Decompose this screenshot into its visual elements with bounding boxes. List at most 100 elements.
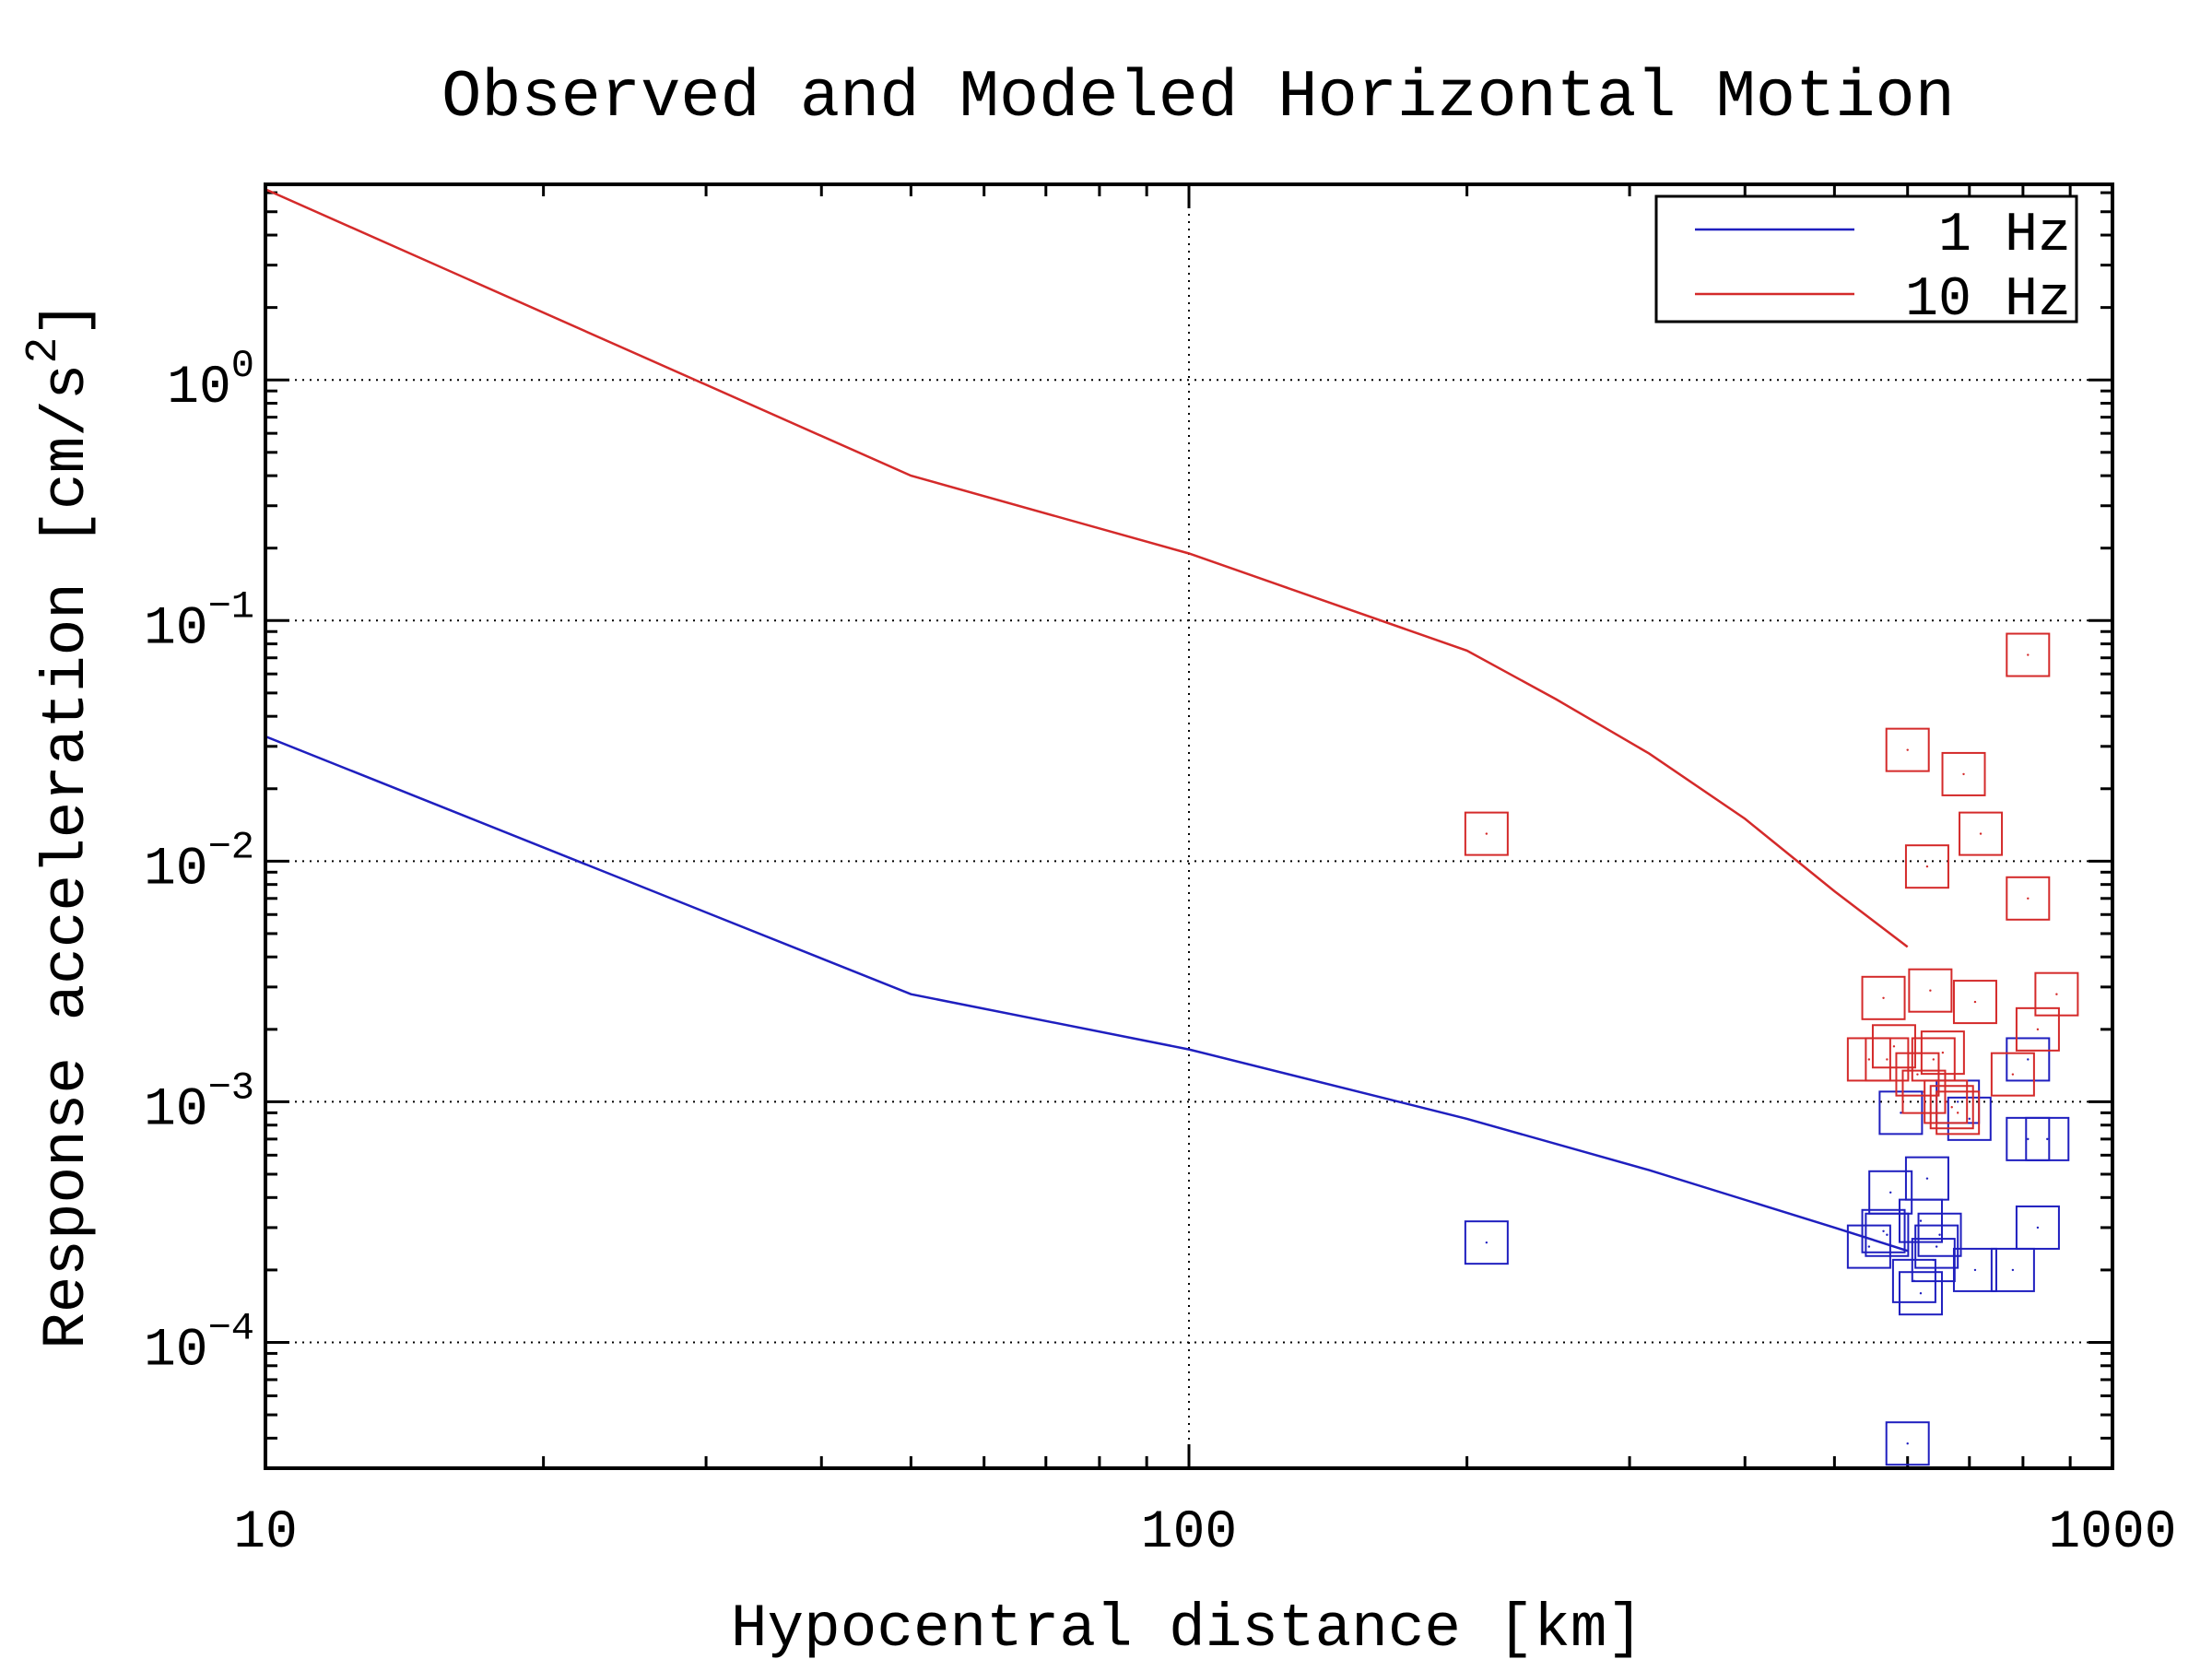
observed-point-center-10-hz	[1941, 1051, 1945, 1054]
model-line-1-hz	[265, 735, 1909, 1253]
observed-point-1-hz	[1846, 1224, 1891, 1269]
observed-point-center-1-hz	[1906, 1441, 1909, 1445]
observed-point-center-10-hz	[1906, 748, 1909, 751]
legend-label-10-hz: 10 Hz	[1905, 269, 2071, 332]
observed-point-center-10-hz	[1867, 1058, 1871, 1061]
model-line-10-hz	[265, 188, 1909, 948]
observed-point-1-hz	[1885, 1421, 1930, 1466]
observed-point-1-hz	[1914, 1224, 1959, 1269]
observed-point-10-hz	[1941, 751, 1986, 796]
observed-point-center-1-hz	[2036, 1226, 2040, 1230]
y-axis-label-superscript: 2	[19, 337, 69, 364]
model-lines	[265, 188, 1909, 1253]
y-tick-label-exponent: −4	[208, 1306, 254, 1350]
observed-point-center-1-hz	[2011, 1268, 2015, 1272]
observed-point-center-10-hz	[1892, 1045, 1896, 1048]
observed-point-10-hz	[2006, 876, 2051, 921]
observed-point-center-1-hz	[1867, 1245, 1871, 1248]
observed-point-1-hz	[2025, 1116, 2070, 1161]
observed-point-10-hz	[1959, 811, 2004, 856]
plot-frame	[264, 182, 2114, 1470]
y-tick-label: 100	[167, 344, 254, 418]
observed-point-center-1-hz	[1925, 1177, 1929, 1180]
observed-point-1-hz	[1952, 1247, 1997, 1292]
y-tick-label-base: 10	[144, 599, 208, 659]
observed-point-10-hz	[2006, 632, 2051, 677]
observed-point-center-10-hz	[1925, 865, 1929, 868]
observed-point-10-hz	[1464, 811, 1509, 856]
observed-point-1-hz	[1917, 1212, 1962, 1257]
observed-point-center-1-hz	[2046, 1137, 2049, 1141]
observed-point-center-1-hz	[1938, 1233, 1941, 1236]
x-axis-label: Hypocentral distance [km]	[731, 1594, 1643, 1659]
x-tick-label: 100	[1141, 1503, 1237, 1563]
legend-box	[1654, 194, 2078, 324]
observed-point-center-1-hz	[1932, 1258, 1935, 1262]
observed-point-10-hz	[1904, 844, 1949, 889]
observed-point-center-1-hz	[1935, 1245, 1938, 1248]
observed-point-center-1-hz	[2027, 1137, 2030, 1141]
observed-point-center-10-hz	[1979, 832, 1983, 835]
observed-point-center-10-hz	[2011, 1073, 2015, 1076]
observed-point-1-hz	[1990, 1247, 2035, 1292]
plot-content	[265, 188, 2079, 1466]
observed-point-center-10-hz	[2027, 897, 2030, 900]
observed-point-center-10-hz	[1932, 1058, 1935, 1061]
x-tick-label: 1000	[2048, 1503, 2176, 1563]
y-tick-label-base: 10	[144, 1080, 208, 1140]
y-tick-label-exponent: −1	[208, 584, 254, 629]
y-tick-label: 10−4	[144, 1306, 254, 1381]
observed-point-center-1-hz	[1900, 1112, 1902, 1114]
observed-point-center-10-hz	[2055, 993, 2058, 995]
y-axis-label: Response acceleration [cm/s2]	[19, 300, 101, 1349]
observed-point-center-1-hz	[1485, 1241, 1488, 1244]
observed-point-1-hz	[1904, 1156, 1949, 1201]
observed-point-1-hz	[1868, 1170, 1913, 1215]
y-axis-label-main: Response acceleration [cm/s	[32, 364, 101, 1349]
grid-lines	[265, 184, 2112, 1468]
observed-point-10-hz	[1929, 1085, 1974, 1130]
observed-point-center-1-hz	[1973, 1268, 1977, 1272]
observed-point-1-hz	[2015, 1205, 2060, 1250]
x-tick-label: 10	[233, 1503, 298, 1563]
observed-point-10-hz	[2034, 971, 2079, 1017]
observed-point-center-10-hz	[2027, 653, 2030, 656]
observed-point-10-hz	[1871, 1024, 1916, 1069]
observed-point-10-hz	[1861, 975, 1906, 1020]
observed-point-center-10-hz	[2036, 1028, 2040, 1031]
observed-point-center-1-hz	[1888, 1191, 1892, 1194]
observed-point-center-10-hz	[1956, 1112, 1959, 1114]
observed-point-1-hz	[1898, 1271, 1943, 1316]
observed-point-center-10-hz	[1929, 989, 1932, 992]
chart-title: Observed and Modeled Horizontal Motion	[441, 60, 1955, 135]
y-axis-label-end: ]	[32, 300, 101, 337]
observed-point-10-hz	[1920, 1030, 1965, 1076]
observed-point-10-hz	[1952, 980, 1997, 1025]
y-tick-label: 10−2	[144, 825, 254, 900]
observed-point-center-1-hz	[1882, 1230, 1885, 1232]
y-tick-label: 10−1	[144, 584, 254, 659]
observed-point-1-hz	[2006, 1037, 2051, 1082]
observed-point-10-hz	[1885, 727, 1930, 772]
observed-point-center-10-hz	[1944, 1100, 1947, 1103]
observed-point-center-1-hz	[1919, 1292, 1923, 1295]
observed-point-center-10-hz	[1916, 1073, 1919, 1076]
observed-point-center-1-hz	[2027, 1058, 2030, 1061]
legend-label-1-hz: 1 Hz	[1938, 205, 2071, 267]
observed-point-center-10-hz	[1950, 1106, 1953, 1109]
observed-points	[1464, 632, 2079, 1466]
y-tick-label-base: 10	[144, 1321, 208, 1381]
observed-point-10-hz	[1924, 1079, 1969, 1124]
observed-point-center-1-hz	[1886, 1233, 1888, 1236]
observed-point-center-10-hz	[1886, 1058, 1888, 1061]
y-tick-label-base: 10	[144, 840, 208, 900]
observed-point-center-10-hz	[1485, 832, 1488, 835]
observed-point-10-hz	[1936, 1090, 1981, 1135]
observed-point-1-hz	[1947, 1096, 1992, 1141]
axis-ticks	[264, 184, 2112, 1470]
observed-point-center-1-hz	[1956, 1100, 1959, 1103]
y-tick-label-exponent: −2	[208, 825, 254, 869]
